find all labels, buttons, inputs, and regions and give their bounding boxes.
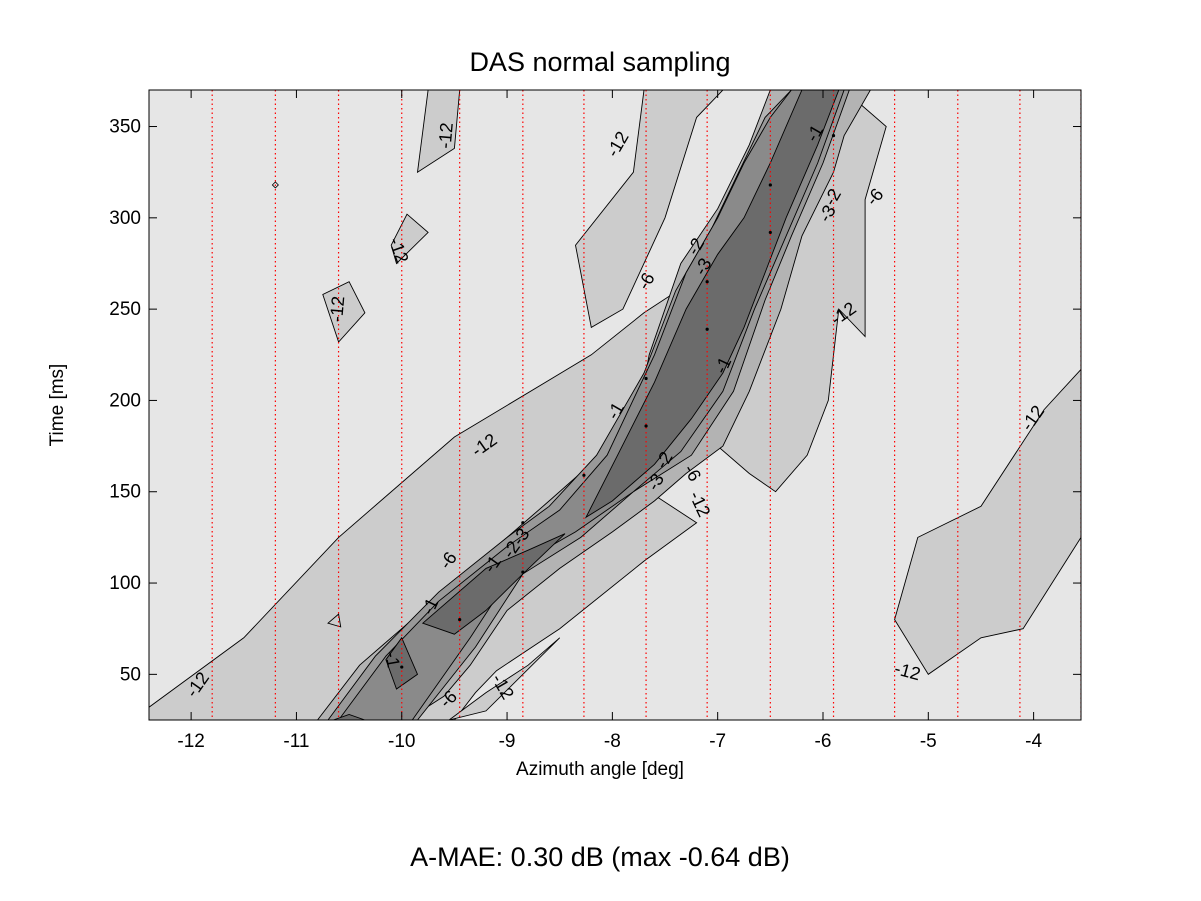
- marker-11: [768, 183, 772, 187]
- x-tick-label-8: -4: [1025, 731, 1042, 752]
- plot-frame: [148, 89, 1082, 721]
- y-axis-ticks: 50 100 150 200 250 300 350: [109, 117, 1081, 685]
- contour-label-26: -1: [381, 650, 403, 669]
- contour-level-neg12-region-7: [327, 613, 342, 628]
- y-tick-label-0: 50: [120, 664, 141, 685]
- contour-label-3: -12: [435, 122, 457, 150]
- data-markers: [271, 134, 836, 669]
- marker-4: [521, 521, 525, 525]
- contour-level-neg1-region-1: [385, 636, 419, 690]
- y-tick-label-2: 150: [109, 482, 141, 503]
- x-axis-ticks: -12 -11 -10 -9 -8 -7 -6 -5 -4: [177, 90, 1042, 752]
- contour-level-neg12-region-1: [448, 637, 561, 720]
- x-tick-label-3: -9: [499, 731, 516, 752]
- y-tick-label-6: 350: [109, 117, 141, 138]
- contour-fills: [149, 90, 1081, 720]
- x-tick-label-1: -11: [283, 731, 309, 752]
- marker-5: [582, 473, 586, 477]
- contour-label-1: -12: [326, 295, 348, 323]
- contour-level-neg12-region-5: [390, 213, 429, 265]
- x-tick-label-7: -5: [920, 731, 937, 752]
- marker-0: [271, 181, 279, 189]
- y-tick-label-1: 100: [109, 573, 141, 594]
- marker-9: [705, 280, 709, 284]
- x-tick-label-4: -8: [604, 731, 621, 752]
- contour-level-neg1-region-2: [584, 90, 840, 519]
- marker-10: [768, 230, 772, 235]
- x-axis-label: Azimuth angle [deg]: [516, 759, 684, 780]
- contour-level-neg12-region-2: [575, 90, 724, 329]
- marker-3: [521, 570, 525, 574]
- chart-title: DAS normal sampling: [469, 47, 730, 77]
- marker-12: [831, 134, 836, 138]
- x-tick-label-6: -6: [815, 731, 832, 752]
- marker-7: [644, 376, 648, 381]
- contour-label-25: -1: [418, 595, 443, 618]
- contour-level-neg2-region-0: [338, 90, 845, 720]
- marker-2: [458, 617, 462, 622]
- y-tick-label-5: 300: [109, 208, 141, 229]
- marker-8: [705, 327, 709, 331]
- reference-lines: [211, 90, 1081, 720]
- amae-summary: A-MAE: 0.30 dB (max -0.64 dB): [410, 842, 790, 872]
- marker-6: [644, 424, 648, 428]
- y-axis-label: Time [ms]: [47, 364, 68, 447]
- marker-1: [400, 665, 404, 669]
- x-tick-label-2: -10: [388, 731, 415, 752]
- contour-level-neg12-region-3: [416, 90, 461, 174]
- y-tick-label-3: 200: [109, 390, 141, 411]
- contour-level-neg1-region-3: [333, 714, 366, 720]
- x-tick-label-5: -7: [709, 731, 726, 752]
- x-tick-label-0: -12: [177, 731, 204, 752]
- contour-level-neg12-region-6: [894, 368, 1081, 675]
- y-tick-label-4: 250: [109, 299, 141, 320]
- contour-level-neg12-region-0: [149, 90, 887, 720]
- contour-label-28: -1: [710, 354, 735, 377]
